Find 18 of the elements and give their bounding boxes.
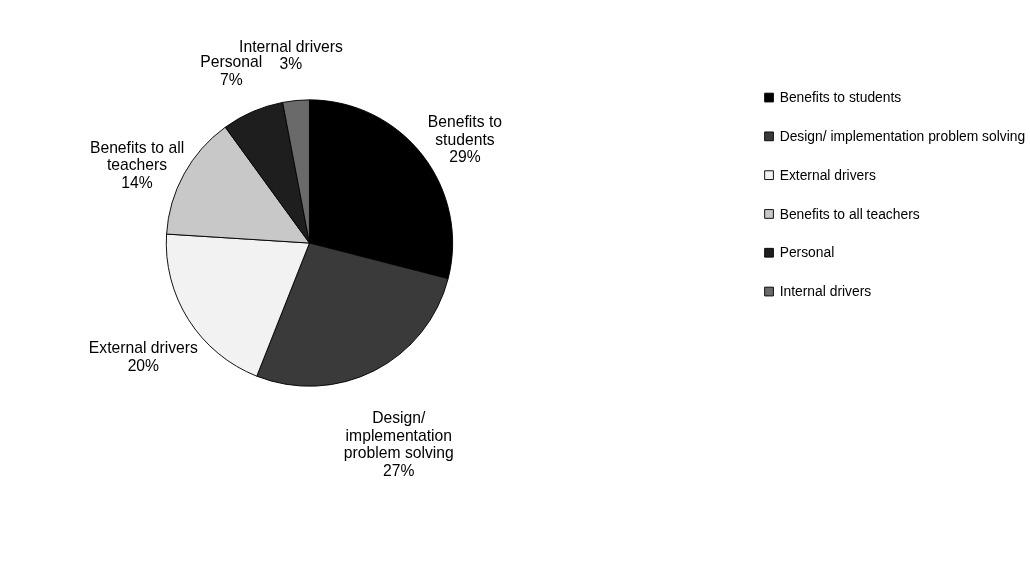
legend-label: External drivers (779, 166, 876, 183)
data-label: 20% (127, 356, 160, 374)
slice-label: Personal (200, 53, 263, 71)
legend-label: Personal (779, 244, 835, 261)
legend-label: Benefits to all teachers (779, 205, 920, 222)
legend-label: Benefits to students (779, 89, 902, 106)
data-label: 29% (449, 148, 481, 166)
data-label: 14% (121, 173, 153, 191)
data-label: 7% (219, 70, 243, 88)
slice-label: Internal drivers (239, 37, 343, 55)
legend-label: Design/ implementation problem solving (779, 127, 1026, 144)
slice-label: Design/ implementation problem solving (343, 408, 454, 462)
slice-label: External drivers (88, 339, 198, 357)
slice-label: Benefits to all teachers (89, 138, 185, 174)
legend-label: Internal drivers (779, 283, 872, 300)
slice-label: Benefits to students (427, 113, 503, 148)
data-label: 27% (383, 461, 415, 479)
data-label: 3% (279, 55, 303, 73)
